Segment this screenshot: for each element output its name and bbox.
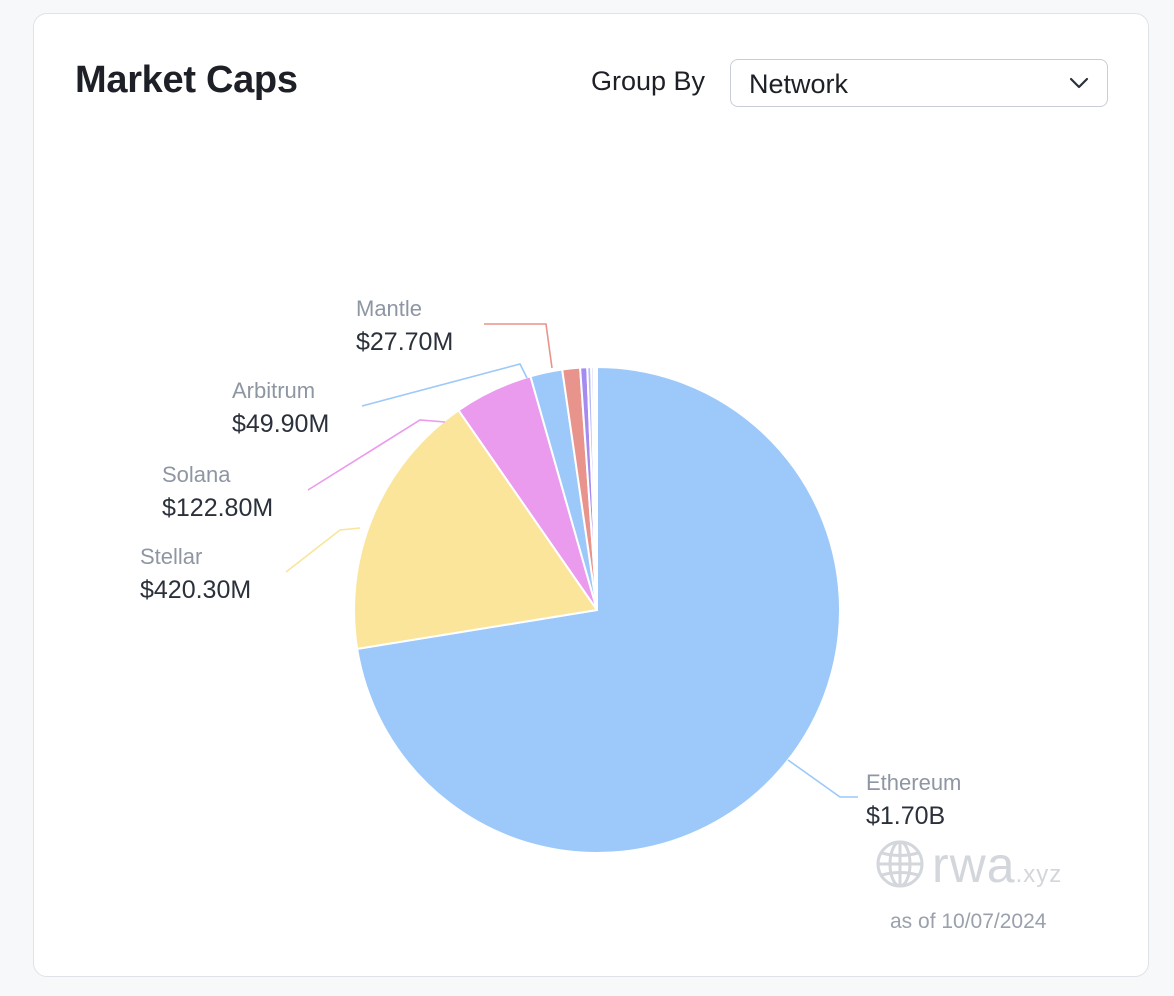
brand-tld: .xyz bbox=[1015, 861, 1063, 888]
chevron-down-icon bbox=[1069, 77, 1089, 89]
leader-line-stellar bbox=[285, 527, 361, 573]
page-title: Market Caps bbox=[75, 59, 298, 101]
slice-label-value-mantle: $27.70M bbox=[356, 328, 453, 356]
globe-icon bbox=[876, 840, 924, 888]
group-by-label: Group By bbox=[591, 66, 706, 96]
slice-label-value-arbitrum: $49.90M bbox=[232, 410, 329, 438]
pie-slice-stellar[interactable] bbox=[353, 409, 598, 650]
slice-label-name-solana: Solana bbox=[162, 462, 231, 487]
slice-label-name-mantle: Mantle bbox=[356, 296, 422, 321]
group-by-value: Network bbox=[749, 69, 849, 99]
brand-name: rwa.xyz bbox=[932, 837, 1063, 893]
group-by-select[interactable]: Network bbox=[730, 59, 1108, 107]
slice-label-name-arbitrum: Arbitrum bbox=[232, 378, 315, 403]
slice-label-value-ethereum: $1.70B bbox=[866, 802, 945, 830]
pie-slice-ethereum[interactable] bbox=[356, 366, 841, 854]
pie-slice-other-9[interactable] bbox=[594, 365, 598, 611]
slice-label-name-stellar: Stellar bbox=[140, 544, 202, 569]
brand-logo: rwa.xyz bbox=[874, 837, 1084, 898]
as-of-date: as of 10/07/2024 bbox=[890, 910, 1047, 933]
leader-line-ethereum bbox=[787, 759, 858, 798]
slice-label-value-stellar: $420.30M bbox=[140, 576, 251, 604]
slice-label-name-ethereum: Ethereum bbox=[866, 770, 961, 795]
slice-label-value-solana: $122.80M bbox=[162, 494, 273, 522]
leader-line-solana bbox=[307, 419, 446, 491]
leader-line-arbitrum bbox=[361, 363, 528, 407]
leader-line-mantle bbox=[484, 323, 553, 369]
